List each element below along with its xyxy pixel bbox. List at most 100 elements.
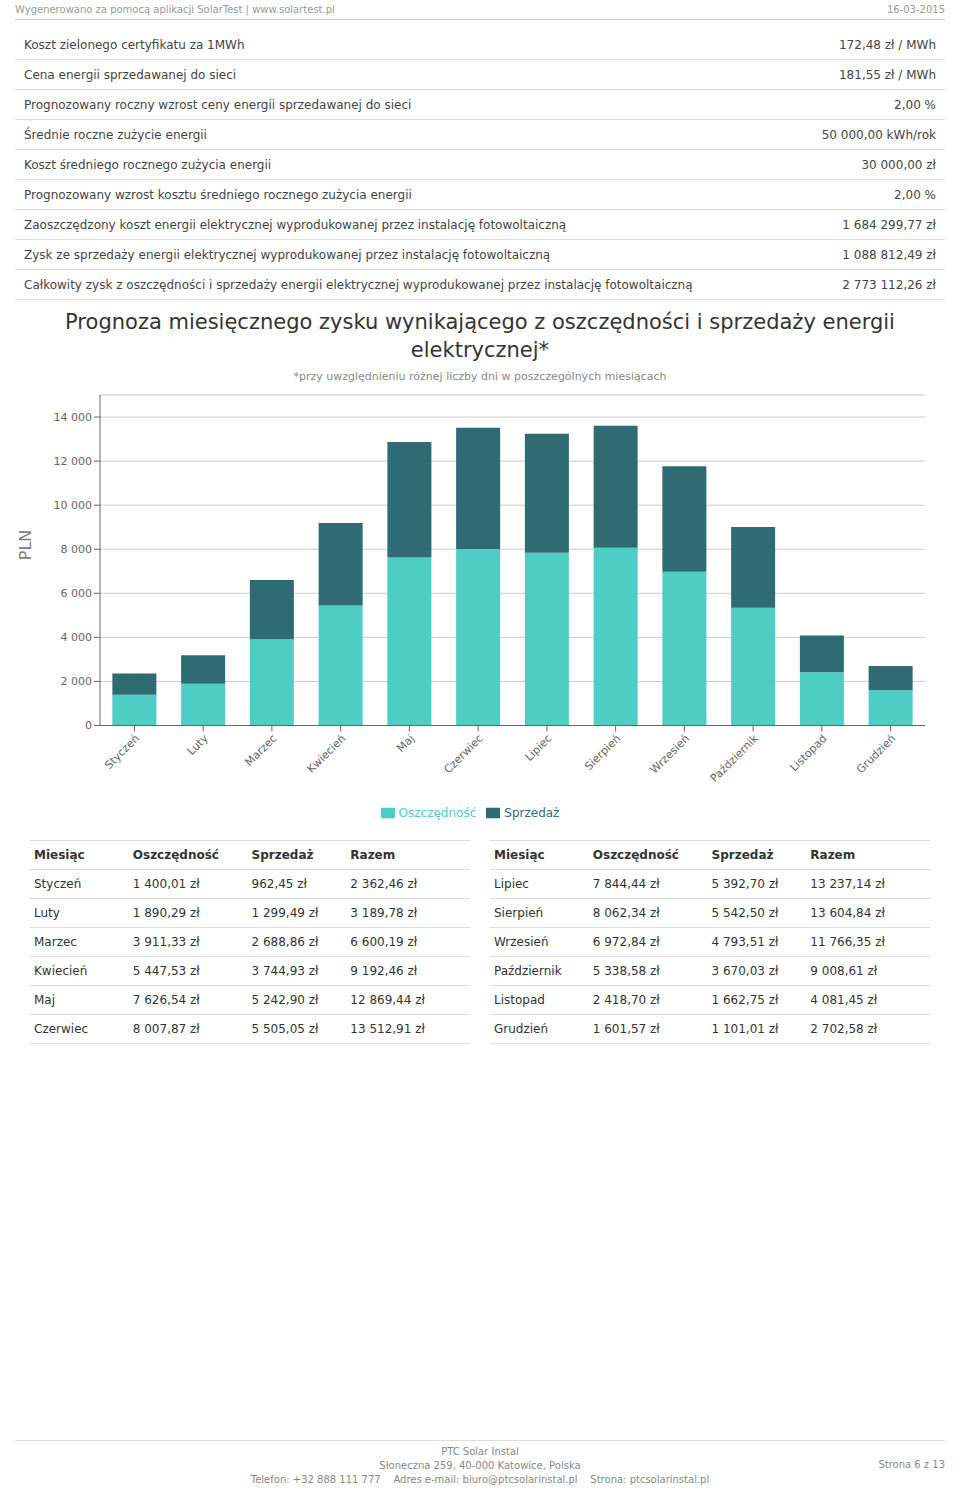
html-text:Miesiąc: Miesiąc (34, 848, 85, 862)
html-text:7 844,44 zł: 7 844,44 zł (592, 877, 660, 891)
html-text:Kwiecień: Kwiecień (34, 964, 88, 978)
html-text:3 670,03 zł: 3 670,03 zł (711, 964, 779, 978)
html-text:6 972,84 zł: 6 972,84 zł (592, 935, 660, 949)
html-text:Zysk ze sprzedaży energii elek: Zysk ze sprzedaży energii elektrycznej w… (24, 247, 551, 262)
html-text:Luty: Luty (34, 906, 60, 920)
svg-text:PLN: PLN (16, 530, 35, 561)
html-text:Listopad: Listopad (494, 993, 545, 1007)
html-text:13 237,14 zł: 13 237,14 zł (810, 877, 885, 891)
html-text:Czerwiec: Czerwiec (34, 1022, 89, 1036)
html-text:8 007,87 zł: 8 007,87 zł (132, 1022, 200, 1036)
html-text:Prognozowany roczny wzrost cen: Prognozowany roczny wzrost ceny energii … (24, 97, 412, 112)
html-text:181,55 zł / MWh: 181,55 zł / MWh (839, 67, 936, 82)
html-text:Razem: Razem (810, 848, 856, 862)
html-text:Marzec: Marzec (34, 935, 77, 949)
html-text:Cena energii sprzedawanej do s: Cena energii sprzedawanej do sieci (24, 67, 237, 82)
html-text:Lipiec: Lipiec (494, 877, 529, 891)
svg-text:12 000: 12 000 (54, 455, 93, 468)
html-text:*przy uwzględnieniu różnej lic: *przy uwzględnieniu różnej liczby dni w … (293, 370, 667, 383)
html-text:Miesiąc: Miesiąc (494, 848, 545, 862)
html-text:Sprzedaż: Sprzedaż (504, 805, 560, 820)
html-text:2 418,70 zł: 2 418,70 zł (592, 993, 660, 1007)
html-text:3 744,93 zł: 3 744,93 zł (251, 964, 319, 978)
html-text:Zaoszczędzony koszt energii el: Zaoszczędzony koszt energii elektrycznej… (24, 217, 567, 232)
html-text:1 101,01 zł: 1 101,01 zł (711, 1022, 779, 1036)
svg-text:0: 0 (85, 719, 92, 732)
html-text:Średnie roczne zużycie energii: Średnie roczne zużycie energii (24, 127, 207, 142)
html-text:4 081,45 zł: 4 081,45 zł (810, 993, 878, 1007)
html-text:13 512,91 zł: 13 512,91 zł (350, 1022, 425, 1036)
html-text:3 189,78 zł: 3 189,78 zł (350, 906, 418, 920)
html-text:Oszczędność: Oszczędność (592, 848, 679, 862)
html-text:1 299,49 zł: 1 299,49 zł (251, 906, 319, 920)
html-text:5 338,58 zł: 5 338,58 zł (592, 964, 660, 978)
html-text:1 088 812,49 zł: 1 088 812,49 zł (842, 247, 936, 262)
html-text:8 062,34 zł: 8 062,34 zł (592, 906, 660, 920)
svg-text:2 000: 2 000 (61, 675, 93, 688)
svg-text:6 000: 6 000 (61, 587, 93, 600)
html-text:7 626,54 zł: 7 626,54 zł (132, 993, 200, 1007)
html-text:Grudzień: Grudzień (494, 1022, 549, 1036)
html-text:Oszczędność: Oszczędność (132, 848, 219, 862)
html-text:Styczeń: Styczeń (34, 877, 82, 891)
html-text:9 008,61 zł: 9 008,61 zł (810, 964, 878, 978)
html-text:4 793,51 zł: 4 793,51 zł (711, 935, 779, 949)
html-text:Prognoza miesięcznego zysku wy: Prognoza miesięcznego zysku wynikającego… (65, 310, 895, 362)
svg-text:Kwiecień: Kwiecień (305, 732, 349, 776)
html-text:50 000,00 kWh/rok: 50 000,00 kWh/rok (821, 127, 936, 142)
html-text:1 662,75 zł: 1 662,75 zł (711, 993, 779, 1007)
html-text:Całkowity zysk z oszczędności: Całkowity zysk z oszczędności i sprzedaż… (24, 277, 693, 292)
svg-text:Maj: Maj (394, 732, 417, 755)
html-text:Sierpień: Sierpień (494, 906, 544, 920)
html-text:Wygenerowano za pomocą aplikac: Wygenerowano za pomocą aplikacji SolarTe… (15, 4, 335, 15)
svg-text:8 000: 8 000 (61, 543, 93, 556)
svg-text:Listopad: Listopad (787, 732, 829, 774)
html-text:Oszczędność: Oszczędność (398, 805, 477, 820)
html-text:5 542,50 zł: 5 542,50 zł (711, 906, 779, 920)
html-text:11 766,35 zł: 11 766,35 zł (810, 935, 885, 949)
html-text:962,45 zł: 962,45 zł (251, 877, 307, 891)
html-text:2 688,86 zł: 2 688,86 zł (251, 935, 319, 949)
svg-text:Grudzień: Grudzień (854, 732, 898, 776)
html-text:12 869,44 zł: 12 869,44 zł (350, 993, 425, 1007)
html-text:Razem: Razem (350, 848, 396, 862)
html-text:3 911,33 zł: 3 911,33 zł (132, 935, 200, 949)
svg-text:14 000: 14 000 (54, 411, 93, 424)
html-text:1 400,01 zł: 1 400,01 zł (132, 877, 200, 891)
html-text:Sprzedaż: Sprzedaż (711, 848, 774, 862)
svg-text:Sierpień: Sierpień (582, 732, 623, 773)
svg-text:Październik: Październik (708, 732, 761, 785)
html-text:Koszt zielonego certyfikatu za: Koszt zielonego certyfikatu za 1MWh (24, 37, 245, 52)
svg-text:Lipiec: Lipiec (523, 732, 555, 764)
html-text:2 362,46 zł: 2 362,46 zł (350, 877, 418, 891)
html-text:Maj: Maj (34, 993, 55, 1007)
html-text:13 604,84 zł: 13 604,84 zł (810, 906, 885, 920)
html-text:5 505,05 zł: 5 505,05 zł (251, 1022, 319, 1036)
html-text:5 392,70 zł: 5 392,70 zł (711, 877, 779, 891)
html-text:5 242,90 zł: 5 242,90 zł (251, 993, 319, 1007)
html-text:6 600,19 zł: 6 600,19 zł (350, 935, 418, 949)
html-text:2 773 112,26 zł: 2 773 112,26 zł (842, 277, 936, 292)
svg-text:Wrzesień: Wrzesień (647, 732, 692, 777)
html-text:172,48 zł / MWh: 172,48 zł / MWh (839, 37, 936, 52)
html-text:1 601,57 zł: 1 601,57 zł (592, 1022, 660, 1036)
html-text:1 890,29 zł: 1 890,29 zł (132, 906, 200, 920)
html-text:2 702,58 zł: 2 702,58 zł (810, 1022, 878, 1036)
svg-text:10 000: 10 000 (54, 499, 93, 512)
html-text:Koszt średniego rocznego zużyc: Koszt średniego rocznego zużycia energii (24, 157, 272, 172)
svg-text:Czerwiec: Czerwiec (441, 732, 485, 776)
html-text:1 684 299,77 zł: 1 684 299,77 zł (842, 217, 936, 232)
svg-text:4 000: 4 000 (61, 631, 93, 644)
html-text:Prognozowany wzrost kosztu śre: Prognozowany wzrost kosztu średniego roc… (24, 187, 412, 202)
html-text:Sprzedaż: Sprzedaż (251, 848, 314, 862)
html-text:Październik: Październik (494, 964, 562, 978)
html-text:Wrzesień: Wrzesień (494, 935, 549, 949)
svg-text:Styczeń: Styczeń (102, 732, 142, 772)
html-text:2,00 %: 2,00 % (894, 97, 936, 112)
svg-text:Luty: Luty (185, 732, 211, 758)
html-text:9 192,46 zł: 9 192,46 zł (350, 964, 418, 978)
html-text:5 447,53 zł: 5 447,53 zł (132, 964, 200, 978)
svg-text:Marzec: Marzec (243, 732, 280, 769)
html-text:30 000,00 zł: 30 000,00 zł (861, 157, 936, 172)
html-text:2,00 %: 2,00 % (894, 187, 936, 202)
